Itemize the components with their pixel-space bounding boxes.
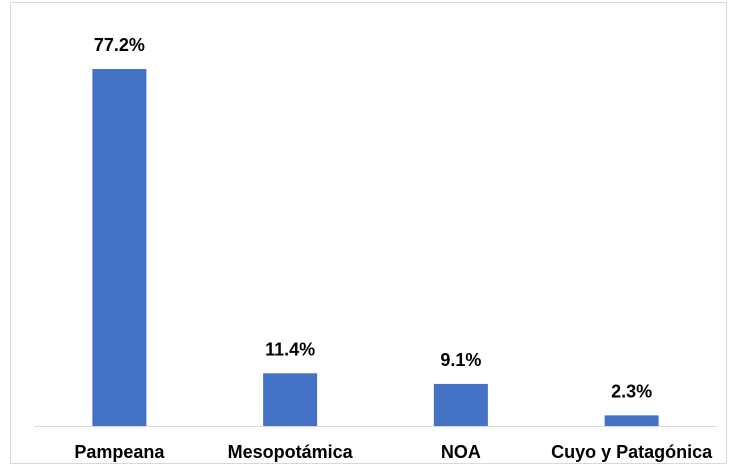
- bar-0: [92, 69, 147, 426]
- data-label-1: 11.4%: [265, 339, 315, 359]
- category-label-2: NOA: [441, 442, 481, 462]
- bar-3: [604, 415, 659, 426]
- category-label-3: Cuyo y Patagónica: [551, 442, 713, 462]
- bar-1: [263, 373, 318, 426]
- data-label-2: 9.1%: [440, 350, 481, 370]
- data-label-3: 2.3%: [611, 381, 652, 401]
- bar-2: [433, 383, 488, 426]
- category-label-0: Pampeana: [74, 442, 165, 462]
- data-label-0: 77.2%: [94, 35, 145, 55]
- category-label-1: Mesopotámica: [228, 442, 354, 462]
